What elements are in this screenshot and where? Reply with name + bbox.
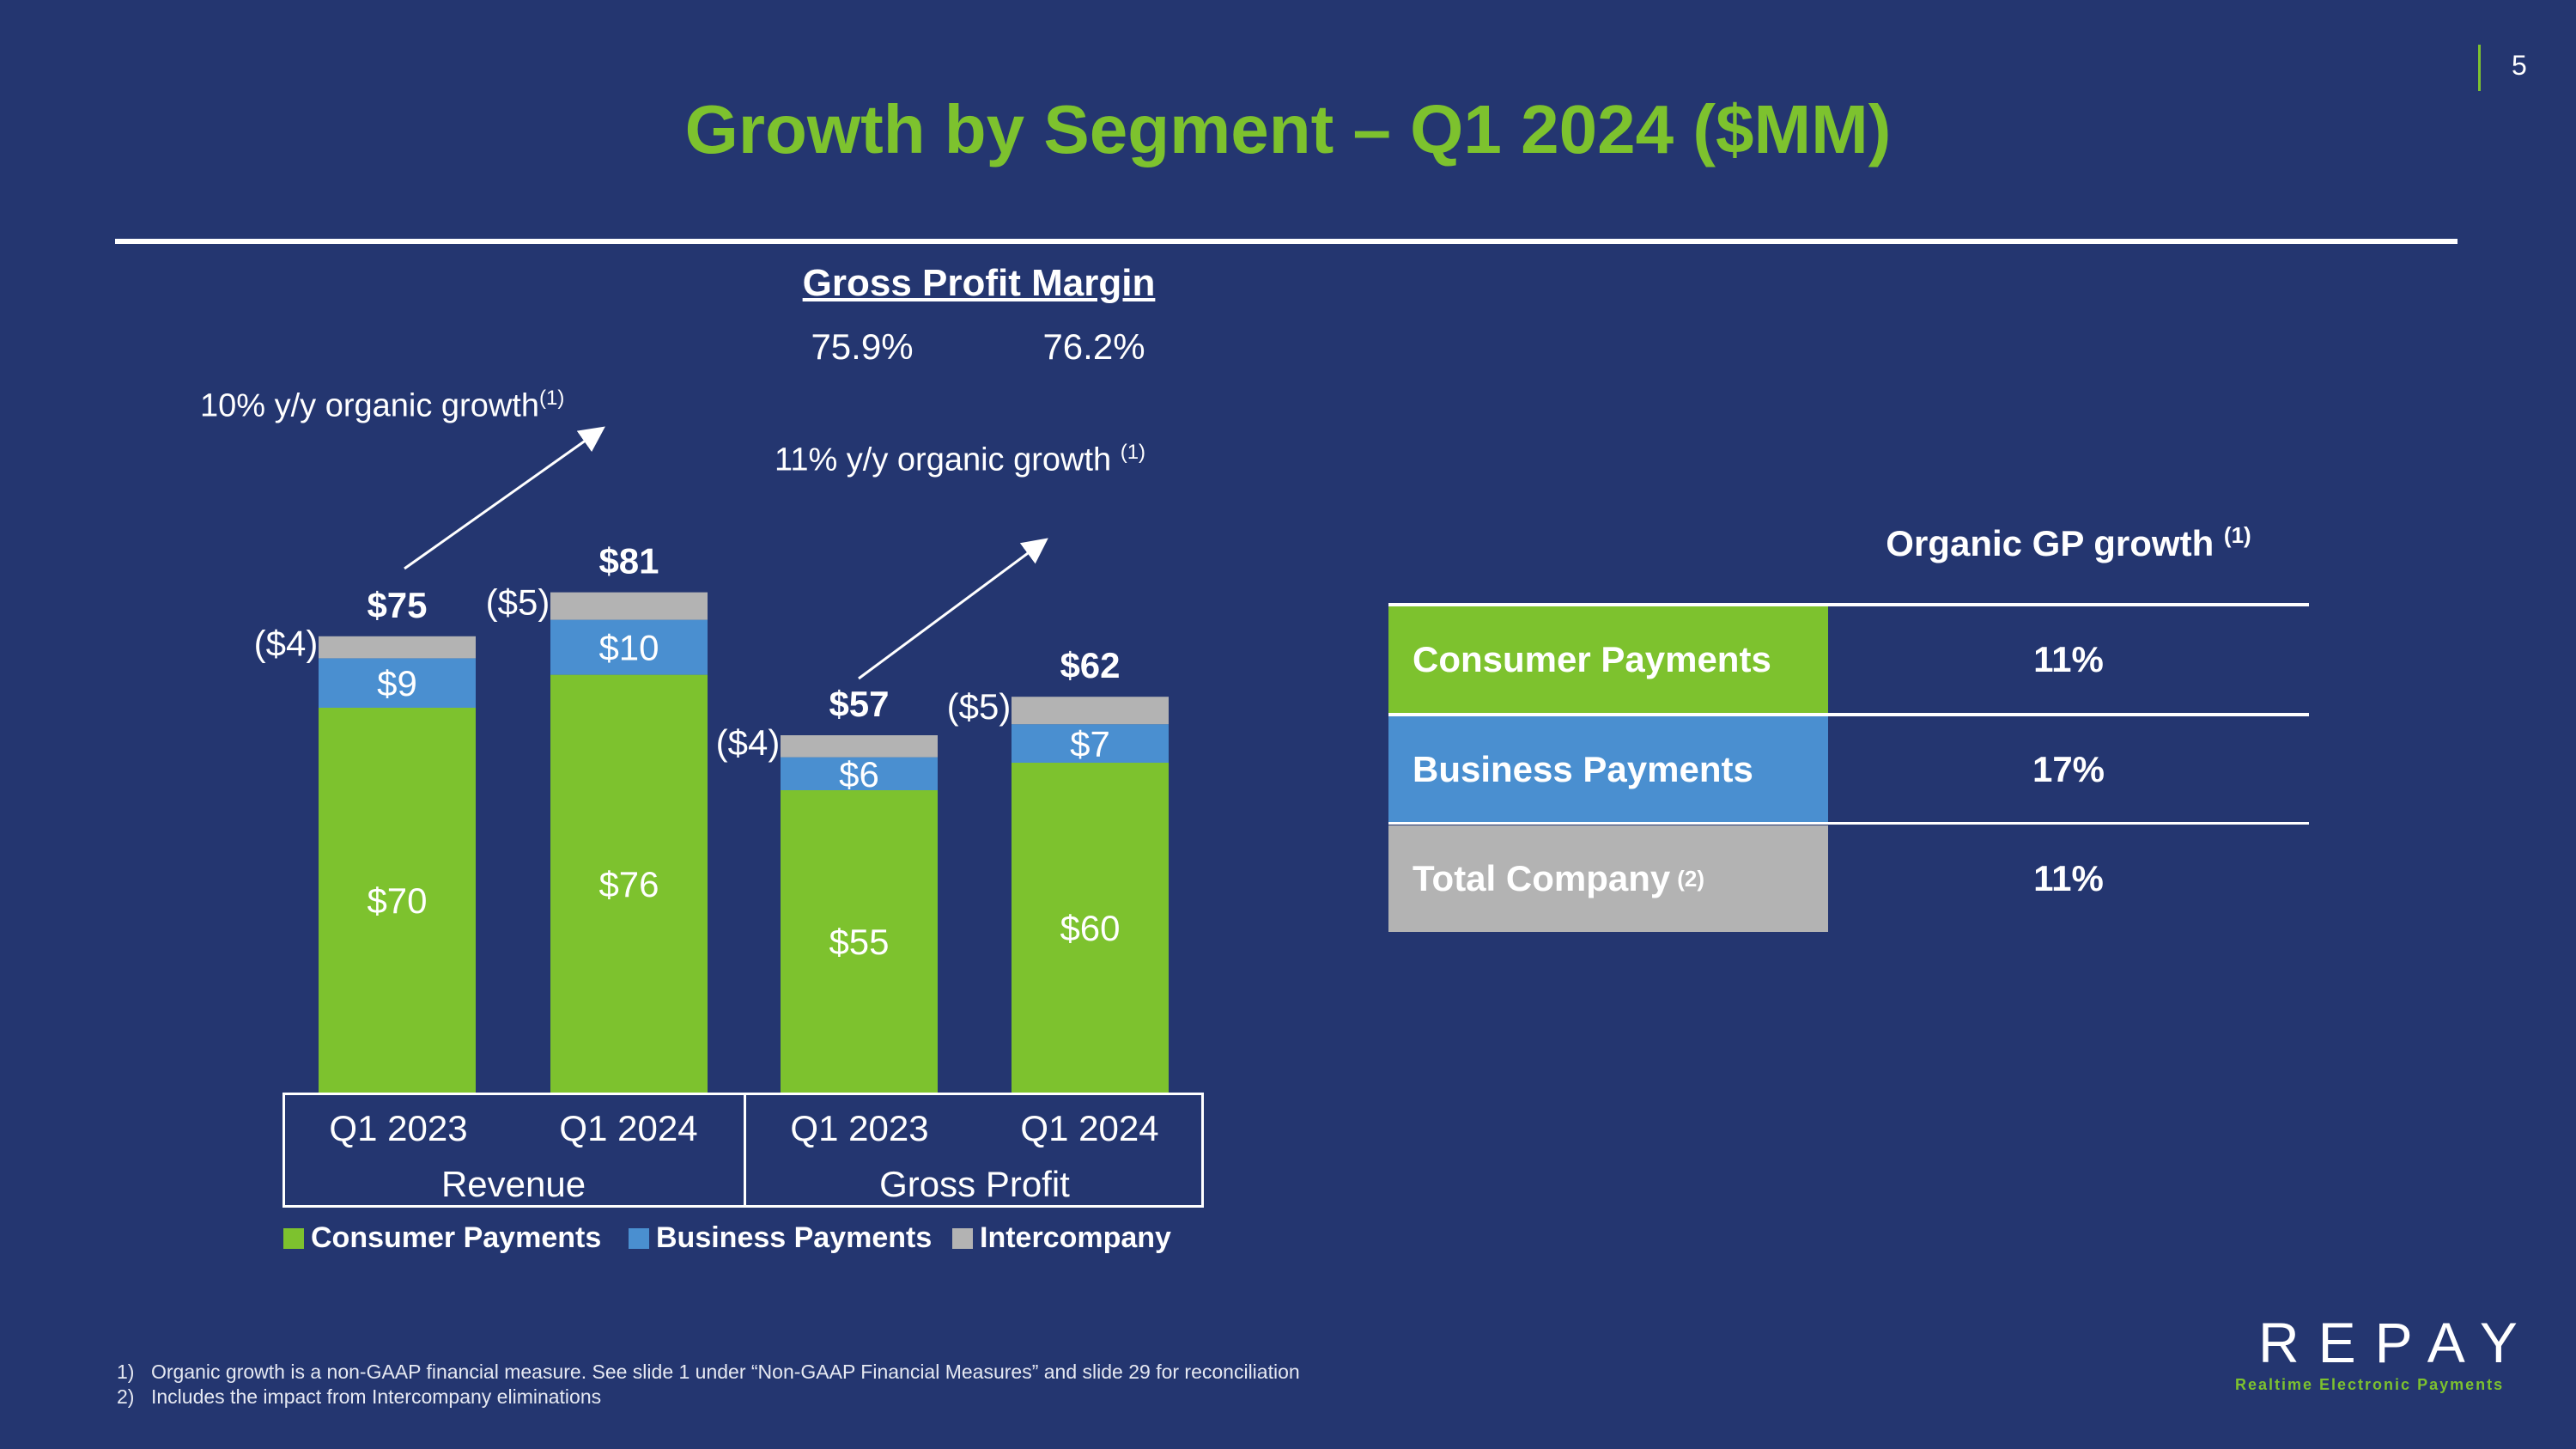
row-label-business-payments: Business Payments [1388,716,1828,823]
row-label-total-company: Total Company (2) [1388,825,1828,932]
bar-value-label: $10 [598,628,659,668]
intercompany-label: ($5) [947,686,1012,727]
bar-consumer-payments [781,790,938,1093]
legend-swatch [283,1227,304,1249]
x-tick-label: Q1 2023 [790,1108,929,1148]
footnote-1: 1) Organic growth is a non-GAAP financial… [117,1361,1300,1383]
table-header-rule [1388,603,2309,606]
x-axis-box [283,1093,1204,1208]
legend-consumer-payments: Consumer Payments [283,1221,601,1255]
intercompany-label: ($4) [254,624,319,664]
bar-consumer-payments [319,708,476,1093]
x-tick-label: Q1 2024 [1020,1108,1159,1148]
x-tick-label: Q1 2023 [329,1108,468,1148]
bar-value-label: $7 [1070,724,1110,764]
gp-growth-annotation: 11% y/y organic growth (1) [775,441,1146,478]
page-number-divider [2478,45,2481,91]
table-row-rule [1388,713,2309,716]
table-row-rule [1388,822,2309,825]
bar-intercompany [319,636,476,659]
revenue-growth-arrow [404,426,605,570]
group-label-gross-profit: Gross Profit [879,1164,1070,1204]
bar-total-label: $75 [367,585,427,625]
bar-business-payments [781,757,938,790]
page-number: 5 [2512,50,2527,81]
legend-intercompany: Intercompany [952,1221,1171,1255]
bar-total-label: $81 [598,541,659,581]
group-label-revenue: Revenue [440,1164,586,1204]
gross-profit-margin-heading: Gross Profit Margin [802,262,1156,304]
bar-consumer-payments [1012,763,1169,1093]
bar-business-payments [1012,724,1169,763]
legend-swatch [629,1227,649,1249]
bar-consumer-payments [550,674,708,1093]
bar-intercompany [1012,697,1169,725]
gpm-q1-2023: 75.9% [811,326,914,367]
bar-total-label: $57 [829,684,889,724]
logo-tagline: Realtime Electronic Payments [2235,1376,2505,1393]
gpm-q1-2024: 76.2% [1042,326,1145,367]
bar-value-label: $76 [598,864,659,904]
legend-swatch [952,1227,973,1249]
page-title: Growth by Segment – Q1 2024 ($MM) [684,91,1892,167]
footnote-2: 2) Includes the impact from Intercompany … [117,1385,602,1408]
row-label-consumer-payments: Consumer Payments [1388,606,1828,713]
bar-business-payments [319,658,476,708]
intercompany-label: ($4) [716,722,781,763]
bar-value-label: $55 [829,922,889,962]
row-value-consumer-payments: 11% [2033,639,2104,679]
revenue-growth-annotation: 10% y/y organic growth(1) [200,387,565,424]
bar-value-label: $70 [367,880,427,921]
legend-business-payments: Business Payments [629,1221,932,1255]
bar-value-label: $60 [1060,908,1120,948]
bar-value-label: $6 [839,754,879,795]
bar-value-label: $9 [377,663,417,703]
table-header: Organic GP growth (1) [1886,522,2251,563]
bar-intercompany [781,735,938,758]
title-divider [115,239,2458,244]
bar-business-payments [550,619,708,675]
gp-growth-arrow [858,538,1048,680]
row-value-business-payments: 17% [2032,749,2105,789]
row-value-total-company: 11% [2033,858,2104,898]
x-tick-label: Q1 2024 [559,1108,698,1148]
bar-intercompany [550,592,708,620]
group-divider [744,1093,746,1208]
intercompany-label: ($5) [486,582,550,623]
bar-total-label: $62 [1060,645,1120,685]
repay-logo: REPAY [2258,1311,2537,1374]
